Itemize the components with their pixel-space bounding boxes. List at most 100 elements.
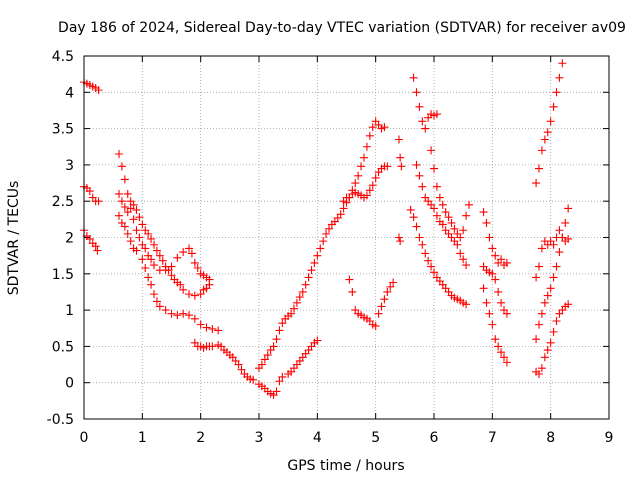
data-point [93,246,102,255]
series-s18 [479,284,511,367]
data-point [432,110,441,119]
data-point [132,226,141,235]
data-point [152,246,161,255]
data-point [336,210,345,219]
data-point [418,117,427,126]
data-point [535,320,543,329]
y-axis-label: SDTVAR / TECUs [6,181,22,296]
chart-title: Day 186 of 2024, Sidereal Day-to-day VTE… [58,20,626,36]
data-point [555,248,564,257]
data-point [371,322,380,331]
data-point [141,244,150,253]
data-point [543,346,552,355]
data-point [237,365,246,374]
data-point [427,262,436,271]
series-s16 [479,208,511,270]
data-point [546,338,555,347]
data-point [117,162,126,171]
data-point [485,309,494,318]
data-point [129,215,138,224]
data-point [421,249,430,258]
data-point [438,220,447,229]
series-s4 [115,150,214,284]
data-point [447,218,456,227]
data-point [555,73,564,82]
y-tick-label: 2.5 [52,194,74,210]
x-tick-label: 9 [605,430,614,446]
data-point [432,211,441,220]
plot-frame [83,55,610,420]
data-point [453,240,462,249]
data-point [432,182,441,191]
data-point [138,220,147,229]
data-point [85,187,94,196]
data-point [383,287,392,296]
data-point [418,182,427,191]
data-point [316,244,325,253]
data-point [546,117,555,126]
data-point [564,204,573,213]
data-point [543,128,552,137]
series-s11 [345,275,398,331]
data-point [322,229,331,238]
y-tick-label: 4.5 [52,49,74,65]
data-point [430,204,438,213]
y-tick-label: 2 [65,231,74,247]
data-point [196,320,205,329]
data-point [147,255,156,264]
data-point [155,251,164,260]
data-point [415,171,424,180]
x-tick-label: 1 [138,430,147,446]
data-point [310,258,319,267]
data-point [537,364,546,373]
data-point [535,369,543,378]
data-points [80,59,573,400]
series-s8 [255,117,389,373]
data-point [430,164,438,173]
data-point [549,327,558,336]
data-point [269,342,278,351]
data-point [150,261,158,270]
data-point [272,387,281,396]
x-axis-label: GPS time / hours [287,458,404,474]
data-point [278,372,287,381]
data-point [459,255,468,264]
data-point [462,261,471,270]
series-s7 [190,338,258,384]
data-point [412,88,421,97]
data-point [120,203,129,212]
data-point [450,224,459,233]
data-point [362,191,371,200]
data-point [260,355,269,364]
data-point [275,326,284,335]
data-point [380,123,389,132]
data-point [558,233,567,242]
data-point [141,263,150,272]
data-point [365,131,374,140]
data-point [395,135,403,144]
data-point [482,218,491,227]
series-s9 [255,336,322,400]
data-point [292,298,301,307]
data-point [362,142,371,151]
series-s20 [532,226,573,282]
data-point [552,316,561,325]
x-tick-label: 3 [255,430,264,446]
data-point [123,208,132,217]
data-point [459,226,468,235]
data-point [150,290,158,299]
data-point [205,280,214,289]
series-s19 [532,59,567,188]
series-s21 [532,300,573,378]
data-point [187,249,196,258]
data-point [491,251,500,260]
data-point [150,240,158,249]
data-point [406,205,415,214]
data-point [491,335,500,344]
data-point [290,304,298,313]
data-point [444,213,453,222]
data-point [435,193,444,202]
series-s2 [80,182,103,206]
y-tick-label: 3.5 [52,122,74,138]
